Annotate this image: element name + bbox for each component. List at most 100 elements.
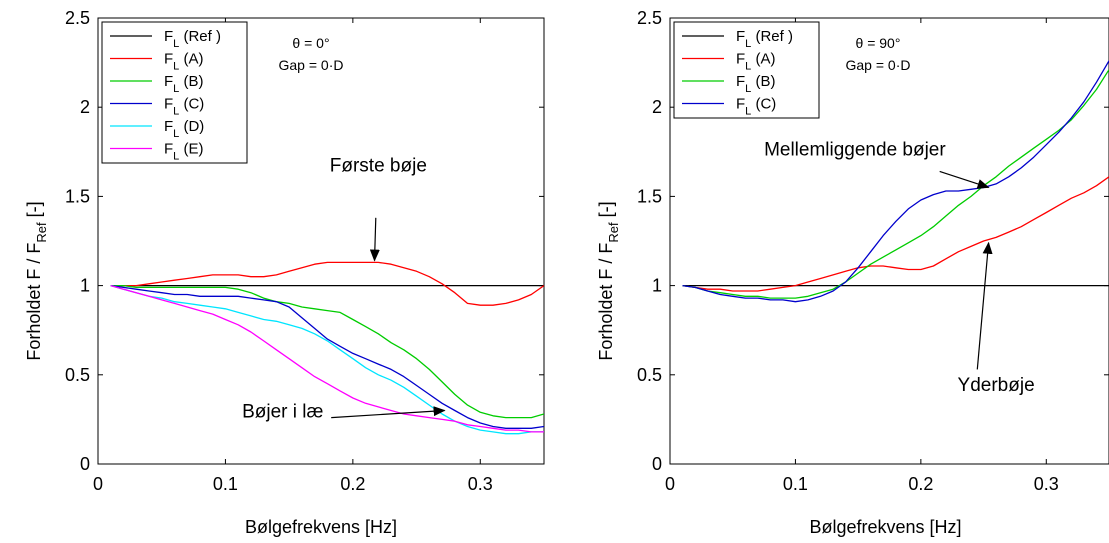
legend-box: [101, 21, 248, 164]
legend-entry-suffix: (Ref ): [179, 28, 221, 45]
y-axis-label-unit: [-]: [24, 201, 44, 222]
plot-frame: [669, 17, 1109, 465]
legend-entry-name: F: [164, 28, 173, 45]
legend-entry-sub: L: [745, 106, 751, 118]
legend-entry-sub: L: [173, 83, 179, 95]
series-group: [110, 261, 544, 435]
legend-entry-suffix: (C): [179, 96, 204, 113]
x-tick-label: 0.2: [908, 474, 933, 494]
legend-entry-sub: L: [173, 106, 179, 118]
legend: FL (Ref )FL (A)FL (B)FL (C): [673, 21, 820, 119]
annotation-label: Mellemliggende bøjer: [764, 139, 946, 160]
y-axis-label-sub: Ref: [606, 222, 621, 243]
y-tick-label: 0: [652, 454, 662, 474]
y-tick-label: 1.5: [637, 186, 662, 206]
legend-entry-suffix: (C): [751, 96, 776, 113]
legend-entry-name: F: [164, 96, 173, 113]
y-tick-label: 1: [652, 276, 662, 296]
annotation-arrow: [939, 170, 990, 189]
y-axis-label-main: Forholdet F / F: [596, 243, 616, 361]
y-tick-label: 2: [80, 97, 90, 117]
legend-entry-suffix: (B): [179, 73, 203, 90]
series-line-c: [110, 284, 544, 429]
legend-entry-sub: L: [745, 38, 751, 50]
x-axis-label: Bølgefrekvens [Hz]: [245, 517, 397, 537]
legend-entry: FL (C): [736, 96, 776, 118]
y-tick-label: 2.5: [637, 8, 662, 28]
series-line-d: [110, 284, 544, 435]
legend-entry-suffix: (E): [179, 141, 203, 158]
annotation-label: Bøjer i læ: [242, 402, 323, 423]
legend-entry: FL (A): [736, 51, 775, 73]
y-axis-label-sub: Ref: [34, 222, 49, 243]
legend-entry-name: F: [164, 51, 173, 68]
series-line-a: [110, 261, 544, 306]
legend-entry-name: F: [736, 51, 745, 68]
series-group: [682, 60, 1109, 303]
legend-entry: FL (E): [164, 141, 203, 163]
y-axis-label: Forholdet F / FRef [-]: [24, 201, 49, 360]
legend-entry-suffix: (Ref ): [751, 28, 793, 45]
legend-entry-name: F: [736, 28, 745, 45]
annotation-label: Første bøje: [330, 155, 427, 176]
legend-entry: FL (A): [164, 51, 203, 73]
legend-entry-sub: L: [745, 83, 751, 95]
x-tick-label: 0: [93, 474, 103, 494]
legend-entry-name: F: [164, 141, 173, 158]
legend-entry-suffix: (A): [179, 51, 203, 68]
info-text: Gap = 0·D: [279, 57, 344, 73]
legend-entry: FL (B): [736, 73, 775, 95]
y-axis-label-main: Forholdet F / F: [24, 243, 44, 361]
legend-entry-name: F: [164, 118, 173, 135]
series-line-b: [110, 284, 544, 419]
y-tick-label: 0: [80, 454, 90, 474]
legend-entry: FL (Ref ): [736, 28, 793, 50]
y-tick-label: 0.5: [65, 365, 90, 385]
legend-box: [673, 21, 820, 119]
series-line-b: [682, 69, 1109, 299]
info-text: θ = 90°: [856, 35, 901, 51]
x-tick-label: 0.3: [468, 474, 493, 494]
legend-entry-suffix: (B): [751, 73, 775, 90]
legend: FL (Ref )FL (A)FL (B)FL (C)FL (D)FL (E): [101, 21, 248, 164]
legend-entry: FL (B): [164, 73, 203, 95]
series-line-a: [682, 176, 1109, 292]
y-tick-label: 1.5: [65, 186, 90, 206]
annotation-label: Yderbøje: [958, 375, 1035, 396]
x-tick-label: 0.1: [213, 474, 238, 494]
legend-entry-suffix: (D): [179, 118, 204, 135]
legend-entry-sub: L: [173, 38, 179, 50]
chart-panel-2: 0 0.1 0.2 0.3 0 0.5 1 1.5 2 2.5 Bølgefrekvens [Hz]…: [596, 8, 1109, 537]
info-text: θ = 0°: [292, 35, 329, 51]
y-tick-label: 1: [80, 276, 90, 296]
x-tick-label: 0.1: [783, 474, 808, 494]
legend-entry-name: F: [736, 73, 745, 90]
y-tick-label: 2: [652, 97, 662, 117]
legend-entry-name: F: [164, 73, 173, 90]
chart-panel-1: 0 0.1 0.2 0.3 0 0.5 1 1.5 2 2.5 Bølgefrekvens [Hz]…: [24, 8, 545, 537]
legend-entry: FL (D): [164, 118, 204, 140]
info-text: Gap = 0·D: [846, 57, 911, 73]
x-tick-label: 0.3: [1034, 474, 1059, 494]
y-tick-label: 0.5: [637, 365, 662, 385]
y-axis-label-unit: [-]: [596, 201, 616, 222]
y-tick-label: 2.5: [65, 8, 90, 28]
annotation-arrow: [369, 217, 380, 262]
legend-entry: FL (C): [164, 96, 204, 118]
legend-entry-sub: L: [173, 128, 179, 140]
annotation-arrow: [976, 241, 993, 370]
legend-entry-sub: L: [745, 61, 751, 73]
series-line-e: [110, 284, 544, 433]
legend-entry-sub: L: [173, 61, 179, 73]
legend-entry-name: F: [736, 96, 745, 113]
x-axis-label: Bølgefrekvens [Hz]: [809, 517, 961, 537]
legend-entry: FL (Ref ): [164, 28, 221, 50]
plot-frame: [97, 17, 545, 465]
x-tick-label: 0.2: [340, 474, 365, 494]
annotation-arrow: [331, 406, 446, 419]
series-line-c: [682, 60, 1109, 303]
y-axis-label: Forholdet F / FRef [-]: [596, 201, 621, 360]
x-tick-label: 0: [665, 474, 675, 494]
legend-entry-suffix: (A): [751, 51, 775, 68]
